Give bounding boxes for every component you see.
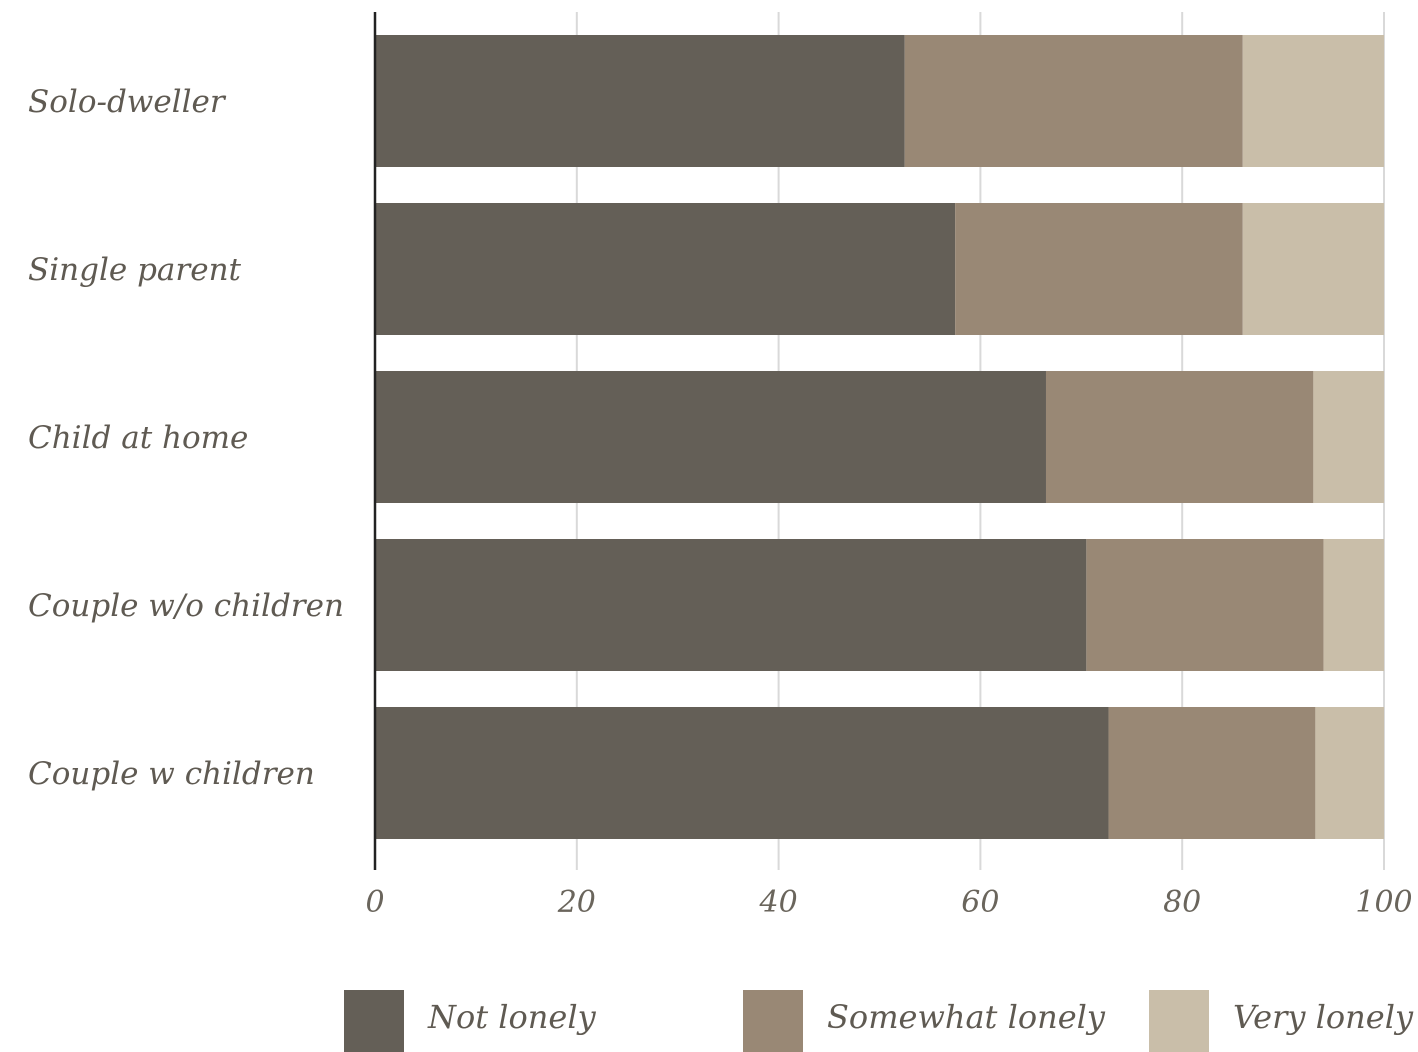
- legend-label-not-lonely: Not lonely: [427, 998, 597, 1036]
- bar-couple-w-children-very-lonely: [1315, 707, 1384, 839]
- category-label-solo-dweller: Solo-dweller: [28, 84, 227, 120]
- legend-swatch-very-lonely: [1149, 990, 1209, 1052]
- legend-swatch-not-lonely: [344, 990, 404, 1052]
- category-label-couple-w-children: Couple w children: [28, 756, 315, 792]
- legend: Not lonely Somewhat lonely Very lonely: [344, 990, 1414, 1052]
- bar-child-at-home-very-lonely: [1313, 371, 1384, 503]
- bar-couple-w-o-children-very-lonely: [1323, 539, 1384, 671]
- x-tick-label-20: 20: [557, 885, 596, 920]
- bar-single-parent-not-lonely: [375, 203, 956, 335]
- legend-swatch-somewhat-lonely: [743, 990, 803, 1052]
- legend-label-very-lonely: Very lonely: [1233, 998, 1414, 1036]
- x-tick-label-40: 40: [759, 885, 798, 920]
- bar-single-parent-very-lonely: [1242, 203, 1384, 335]
- x-tick-label-100: 100: [1355, 885, 1412, 920]
- bar-single-parent-somewhat-lonely: [955, 203, 1243, 335]
- category-label-couple-w-o-children: Couple w/o children: [28, 588, 344, 624]
- bar-solo-dweller-very-lonely: [1242, 35, 1384, 167]
- category-label-single-parent: Single parent: [28, 252, 242, 288]
- x-tick-label-60: 60: [961, 885, 999, 920]
- x-tick-label-0: 0: [365, 885, 384, 920]
- bar-child-at-home-not-lonely: [375, 371, 1046, 503]
- bars: [375, 35, 1384, 839]
- bar-child-at-home-somewhat-lonely: [1045, 371, 1314, 503]
- x-tick-labels: 0 20 40 60 80 100: [365, 885, 1412, 920]
- x-tick-label-80: 80: [1163, 885, 1201, 920]
- bar-couple-w-o-children-not-lonely: [375, 539, 1087, 671]
- bar-couple-w-children-not-lonely: [375, 707, 1109, 839]
- category-label-child-at-home: Child at home: [28, 420, 248, 456]
- bar-solo-dweller-not-lonely: [375, 35, 905, 167]
- legend-label-somewhat-lonely: Somewhat lonely: [827, 998, 1106, 1036]
- category-labels: Solo-dweller Single parent Child at home Co…: [28, 84, 344, 792]
- bar-solo-dweller-somewhat-lonely: [904, 35, 1243, 167]
- bar-couple-w-o-children-somewhat-lonely: [1086, 539, 1324, 671]
- bar-couple-w-children-somewhat-lonely: [1108, 707, 1316, 839]
